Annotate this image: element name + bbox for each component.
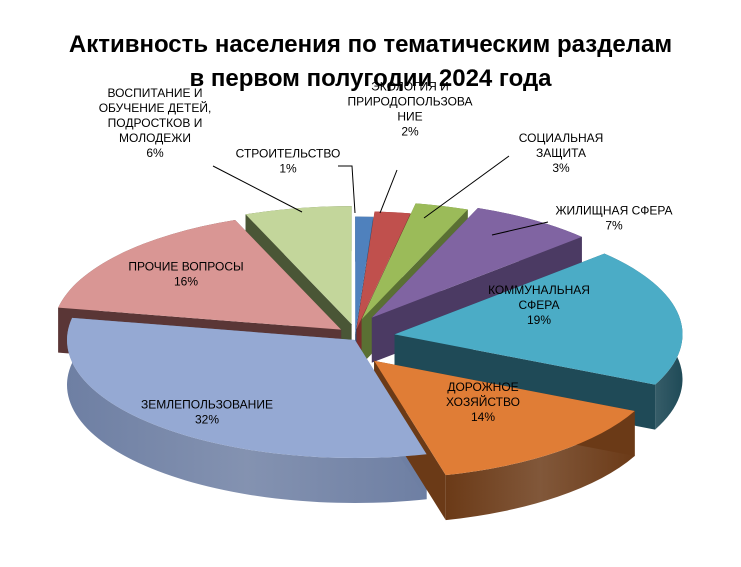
- slice-value-label: 19%: [527, 313, 551, 327]
- chart-title-line-1: Активность населения по тематическим раз…: [68, 31, 673, 58]
- slice-category-label: ВОСПИТАНИЕ И: [107, 86, 202, 100]
- slice-category-label: СФЕРА: [519, 298, 560, 312]
- leader-line: [338, 165, 356, 214]
- pie-slice: [374, 360, 635, 476]
- slice-category-label: ХОЗЯЙСТВО: [446, 394, 520, 409]
- slice-value-label: 7%: [605, 219, 623, 233]
- slice-category-label: ПОДРОСТКОВ И: [108, 116, 203, 130]
- pie-slice-side: [66, 317, 427, 503]
- slice-value-label: 3%: [552, 161, 570, 175]
- chart-title-line-2: в первом полугодии 2024 года: [189, 65, 552, 92]
- slice-category-label: КОММУНАЛЬНАЯ: [488, 283, 590, 297]
- slice-category-label: СТРОИТЕЛЬСТВО: [236, 147, 341, 161]
- slice-value-label: 16%: [174, 275, 198, 289]
- slice-category-label: ОБУЧЕНИЕ ДЕТЕЙ,: [99, 100, 212, 115]
- slice-category-label: ДОРОЖНОЕ: [447, 380, 518, 394]
- slice-value-label: 32%: [195, 413, 219, 427]
- pie-slice: [394, 253, 683, 385]
- leader-line: [212, 165, 303, 213]
- chart-title: Активность населения по тематическим раз…: [0, 28, 741, 96]
- pie-slice: [245, 206, 352, 325]
- slice-category-label: ЗЕМЛЕПОЛЬЗОВАНИЕ: [141, 398, 273, 412]
- slice-category-label: ЖИЛИЩНАЯ СФЕРА: [555, 204, 672, 218]
- slice-value-label: 14%: [471, 410, 495, 424]
- slice-category-label: СОЦИАЛЬНАЯ: [519, 131, 604, 145]
- leader-line: [379, 169, 398, 214]
- slice-category-label: ЭКОЛОГИЯ И: [371, 80, 449, 94]
- slice-category-label: ЗАЩИТА: [536, 146, 586, 160]
- slice-value-label: 2%: [401, 125, 419, 139]
- pie-slice: [371, 207, 582, 318]
- slice-value-label: 6%: [146, 146, 164, 160]
- leader-lines: [212, 155, 549, 236]
- pie-slice-side: [445, 411, 635, 521]
- leader-line: [423, 155, 510, 219]
- slice-category-label: ПРОЧИЕ ВОПРОСЫ: [128, 260, 243, 274]
- leader-line: [491, 221, 549, 236]
- slice-value-label: 1%: [279, 162, 297, 176]
- pie-slice: [66, 317, 427, 459]
- pie-slice: [355, 216, 374, 335]
- slice-category-label: НИЕ: [397, 110, 422, 124]
- pie-tops: [58, 203, 683, 476]
- pie-slice: [361, 203, 468, 320]
- pie-slice: [356, 211, 411, 330]
- slice-category-label: МОЛОДЕЖИ: [119, 131, 191, 145]
- pie-slice: [58, 219, 342, 330]
- slice-category-label: ПРИРОДОПОЛЬЗОВА: [347, 95, 472, 109]
